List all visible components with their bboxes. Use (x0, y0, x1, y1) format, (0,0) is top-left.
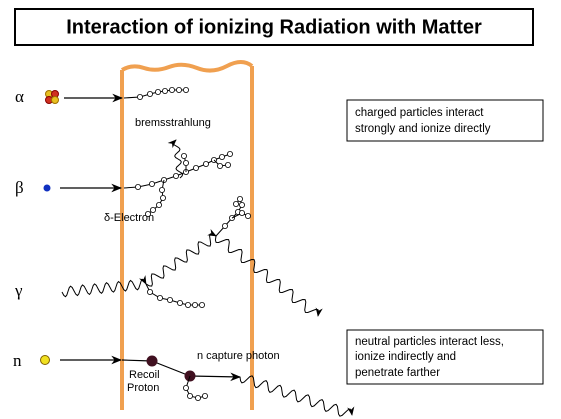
ionization (161, 88, 168, 95)
photon-path (214, 235, 323, 317)
ionization (221, 222, 228, 229)
neutron-icon (40, 355, 50, 365)
ionization (156, 294, 163, 301)
title-box (14, 8, 534, 46)
ionization (194, 394, 201, 401)
ionization (144, 210, 151, 217)
ionization (182, 384, 189, 391)
ionization (182, 87, 189, 94)
note: neutral particles interact less, (355, 336, 504, 348)
note-box (346, 99, 544, 142)
ionization (244, 212, 251, 219)
note: penetrate farther (355, 367, 440, 379)
ionization (218, 153, 225, 160)
ionization (232, 200, 239, 207)
alpha-icon (45, 90, 59, 104)
annotation: δ-Electron (104, 212, 154, 224)
beta-icon (43, 184, 51, 192)
ionization (182, 159, 189, 166)
ionization (226, 150, 233, 157)
ionization (224, 161, 231, 168)
ionization (175, 87, 182, 94)
ionization (148, 180, 155, 187)
note-box (346, 329, 544, 385)
ionization (184, 301, 191, 308)
note: strongly and ionize directly (355, 123, 491, 135)
photon-path (239, 375, 355, 417)
ionization (201, 392, 208, 399)
ionization (238, 209, 245, 216)
photon-path (145, 228, 217, 287)
ionization (134, 183, 141, 190)
ionization (166, 296, 173, 303)
ionization (136, 94, 143, 101)
particle-label: β (15, 178, 24, 197)
ionization (168, 87, 175, 94)
ionization (198, 301, 205, 308)
ionization (172, 172, 179, 179)
ionization (202, 160, 209, 167)
ionization (149, 206, 156, 213)
ionization (176, 299, 183, 306)
ionization (155, 201, 162, 208)
recoil-proton (146, 355, 158, 367)
ionization (191, 301, 198, 308)
ionization (192, 164, 199, 171)
ionization (216, 162, 223, 169)
ionization (146, 91, 153, 98)
annotation: Proton (127, 382, 159, 394)
particle-label: γ (14, 281, 23, 300)
matter-slab (120, 60, 254, 410)
photon-path (167, 139, 184, 179)
ionization (158, 186, 165, 193)
particle-label: n (13, 351, 22, 370)
annotation: n capture photon (197, 350, 280, 362)
ionization (186, 392, 193, 399)
annotation: Recoil (129, 369, 160, 381)
annotation: bremsstrahlung (135, 117, 211, 129)
ionization (154, 89, 161, 96)
note: ionize indirectly and (355, 351, 456, 363)
ionization (238, 201, 245, 208)
title: Interaction of ionizing Radiation with M… (66, 16, 482, 38)
ionization (159, 194, 166, 201)
ionization (146, 288, 153, 295)
photon-path (61, 275, 147, 298)
ionization (180, 152, 187, 159)
particle-label: α (15, 87, 24, 106)
note: charged particles interact (355, 107, 484, 119)
ionization (236, 195, 243, 202)
